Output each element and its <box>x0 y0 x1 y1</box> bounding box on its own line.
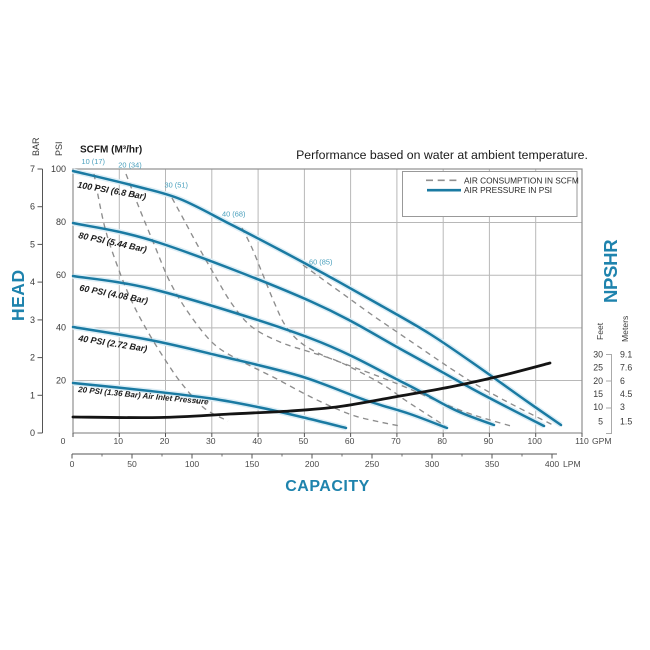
svg-text:GPM: GPM <box>592 436 612 446</box>
svg-text:350: 350 <box>485 459 500 469</box>
svg-text:40 (68): 40 (68) <box>222 210 245 219</box>
svg-text:1.5: 1.5 <box>620 417 632 427</box>
svg-text:LPM: LPM <box>563 459 581 469</box>
svg-text:60: 60 <box>345 436 355 446</box>
svg-text:20 (34): 20 (34) <box>118 161 141 170</box>
svg-text:0: 0 <box>70 459 75 469</box>
svg-text:NPSHR: NPSHR <box>600 240 621 303</box>
svg-text:4.5: 4.5 <box>620 389 632 399</box>
svg-text:AIR PRESSURE IN PSI: AIR PRESSURE IN PSI <box>464 185 552 195</box>
svg-text:100: 100 <box>528 436 543 446</box>
svg-text:70: 70 <box>391 436 401 446</box>
svg-text:9.1: 9.1 <box>620 350 632 360</box>
svg-text:HEAD: HEAD <box>8 269 28 321</box>
svg-text:2: 2 <box>30 353 35 363</box>
svg-text:200: 200 <box>305 459 320 469</box>
svg-text:90: 90 <box>484 436 494 446</box>
svg-text:80: 80 <box>56 217 66 227</box>
svg-text:AIR CONSUMPTION IN SCFM: AIR CONSUMPTION IN SCFM <box>464 175 579 185</box>
svg-text:400: 400 <box>545 459 560 469</box>
svg-text:15: 15 <box>593 389 603 399</box>
svg-text:5: 5 <box>598 417 603 427</box>
svg-text:5: 5 <box>30 239 35 249</box>
svg-text:100: 100 <box>185 459 200 469</box>
svg-text:SCFM (M³/hr): SCFM (M³/hr) <box>80 145 142 156</box>
svg-text:30: 30 <box>593 350 603 360</box>
svg-text:20: 20 <box>593 376 603 386</box>
svg-text:1: 1 <box>30 390 35 400</box>
svg-text:Meters: Meters <box>620 316 630 342</box>
svg-text:50: 50 <box>127 459 137 469</box>
svg-text:110: 110 <box>575 436 589 446</box>
svg-text:100: 100 <box>51 164 66 174</box>
svg-text:4: 4 <box>30 277 35 287</box>
svg-text:6: 6 <box>30 202 35 212</box>
svg-text:300: 300 <box>425 459 440 469</box>
svg-text:25: 25 <box>593 363 603 373</box>
svg-text:Feet: Feet <box>595 322 605 340</box>
svg-text:Performance based on water at: Performance based on water at ambient te… <box>296 148 588 162</box>
svg-text:40: 40 <box>252 436 262 446</box>
svg-text:10: 10 <box>114 436 124 446</box>
svg-text:60 (85): 60 (85) <box>309 258 332 267</box>
svg-text:0: 0 <box>30 428 35 438</box>
svg-text:7.6: 7.6 <box>620 363 632 373</box>
svg-text:30: 30 <box>206 436 216 446</box>
svg-text:50: 50 <box>299 436 309 446</box>
svg-text:30 (51): 30 (51) <box>165 181 188 190</box>
svg-text:3: 3 <box>30 315 35 325</box>
svg-text:6: 6 <box>620 376 625 386</box>
svg-text:60: 60 <box>56 270 66 280</box>
svg-text:0: 0 <box>61 436 66 446</box>
svg-text:CAPACITY: CAPACITY <box>285 478 370 495</box>
svg-text:7: 7 <box>30 164 35 174</box>
svg-text:10 (17): 10 (17) <box>82 157 105 166</box>
svg-text:20: 20 <box>56 375 66 385</box>
svg-text:40: 40 <box>56 323 66 333</box>
svg-text:BAR: BAR <box>31 137 41 156</box>
svg-text:PSI: PSI <box>54 141 64 156</box>
svg-text:3: 3 <box>620 402 625 412</box>
svg-text:20: 20 <box>160 436 170 446</box>
svg-text:250: 250 <box>365 459 380 469</box>
svg-text:150: 150 <box>245 459 260 469</box>
svg-text:10: 10 <box>593 402 603 412</box>
svg-text:80: 80 <box>437 436 447 446</box>
